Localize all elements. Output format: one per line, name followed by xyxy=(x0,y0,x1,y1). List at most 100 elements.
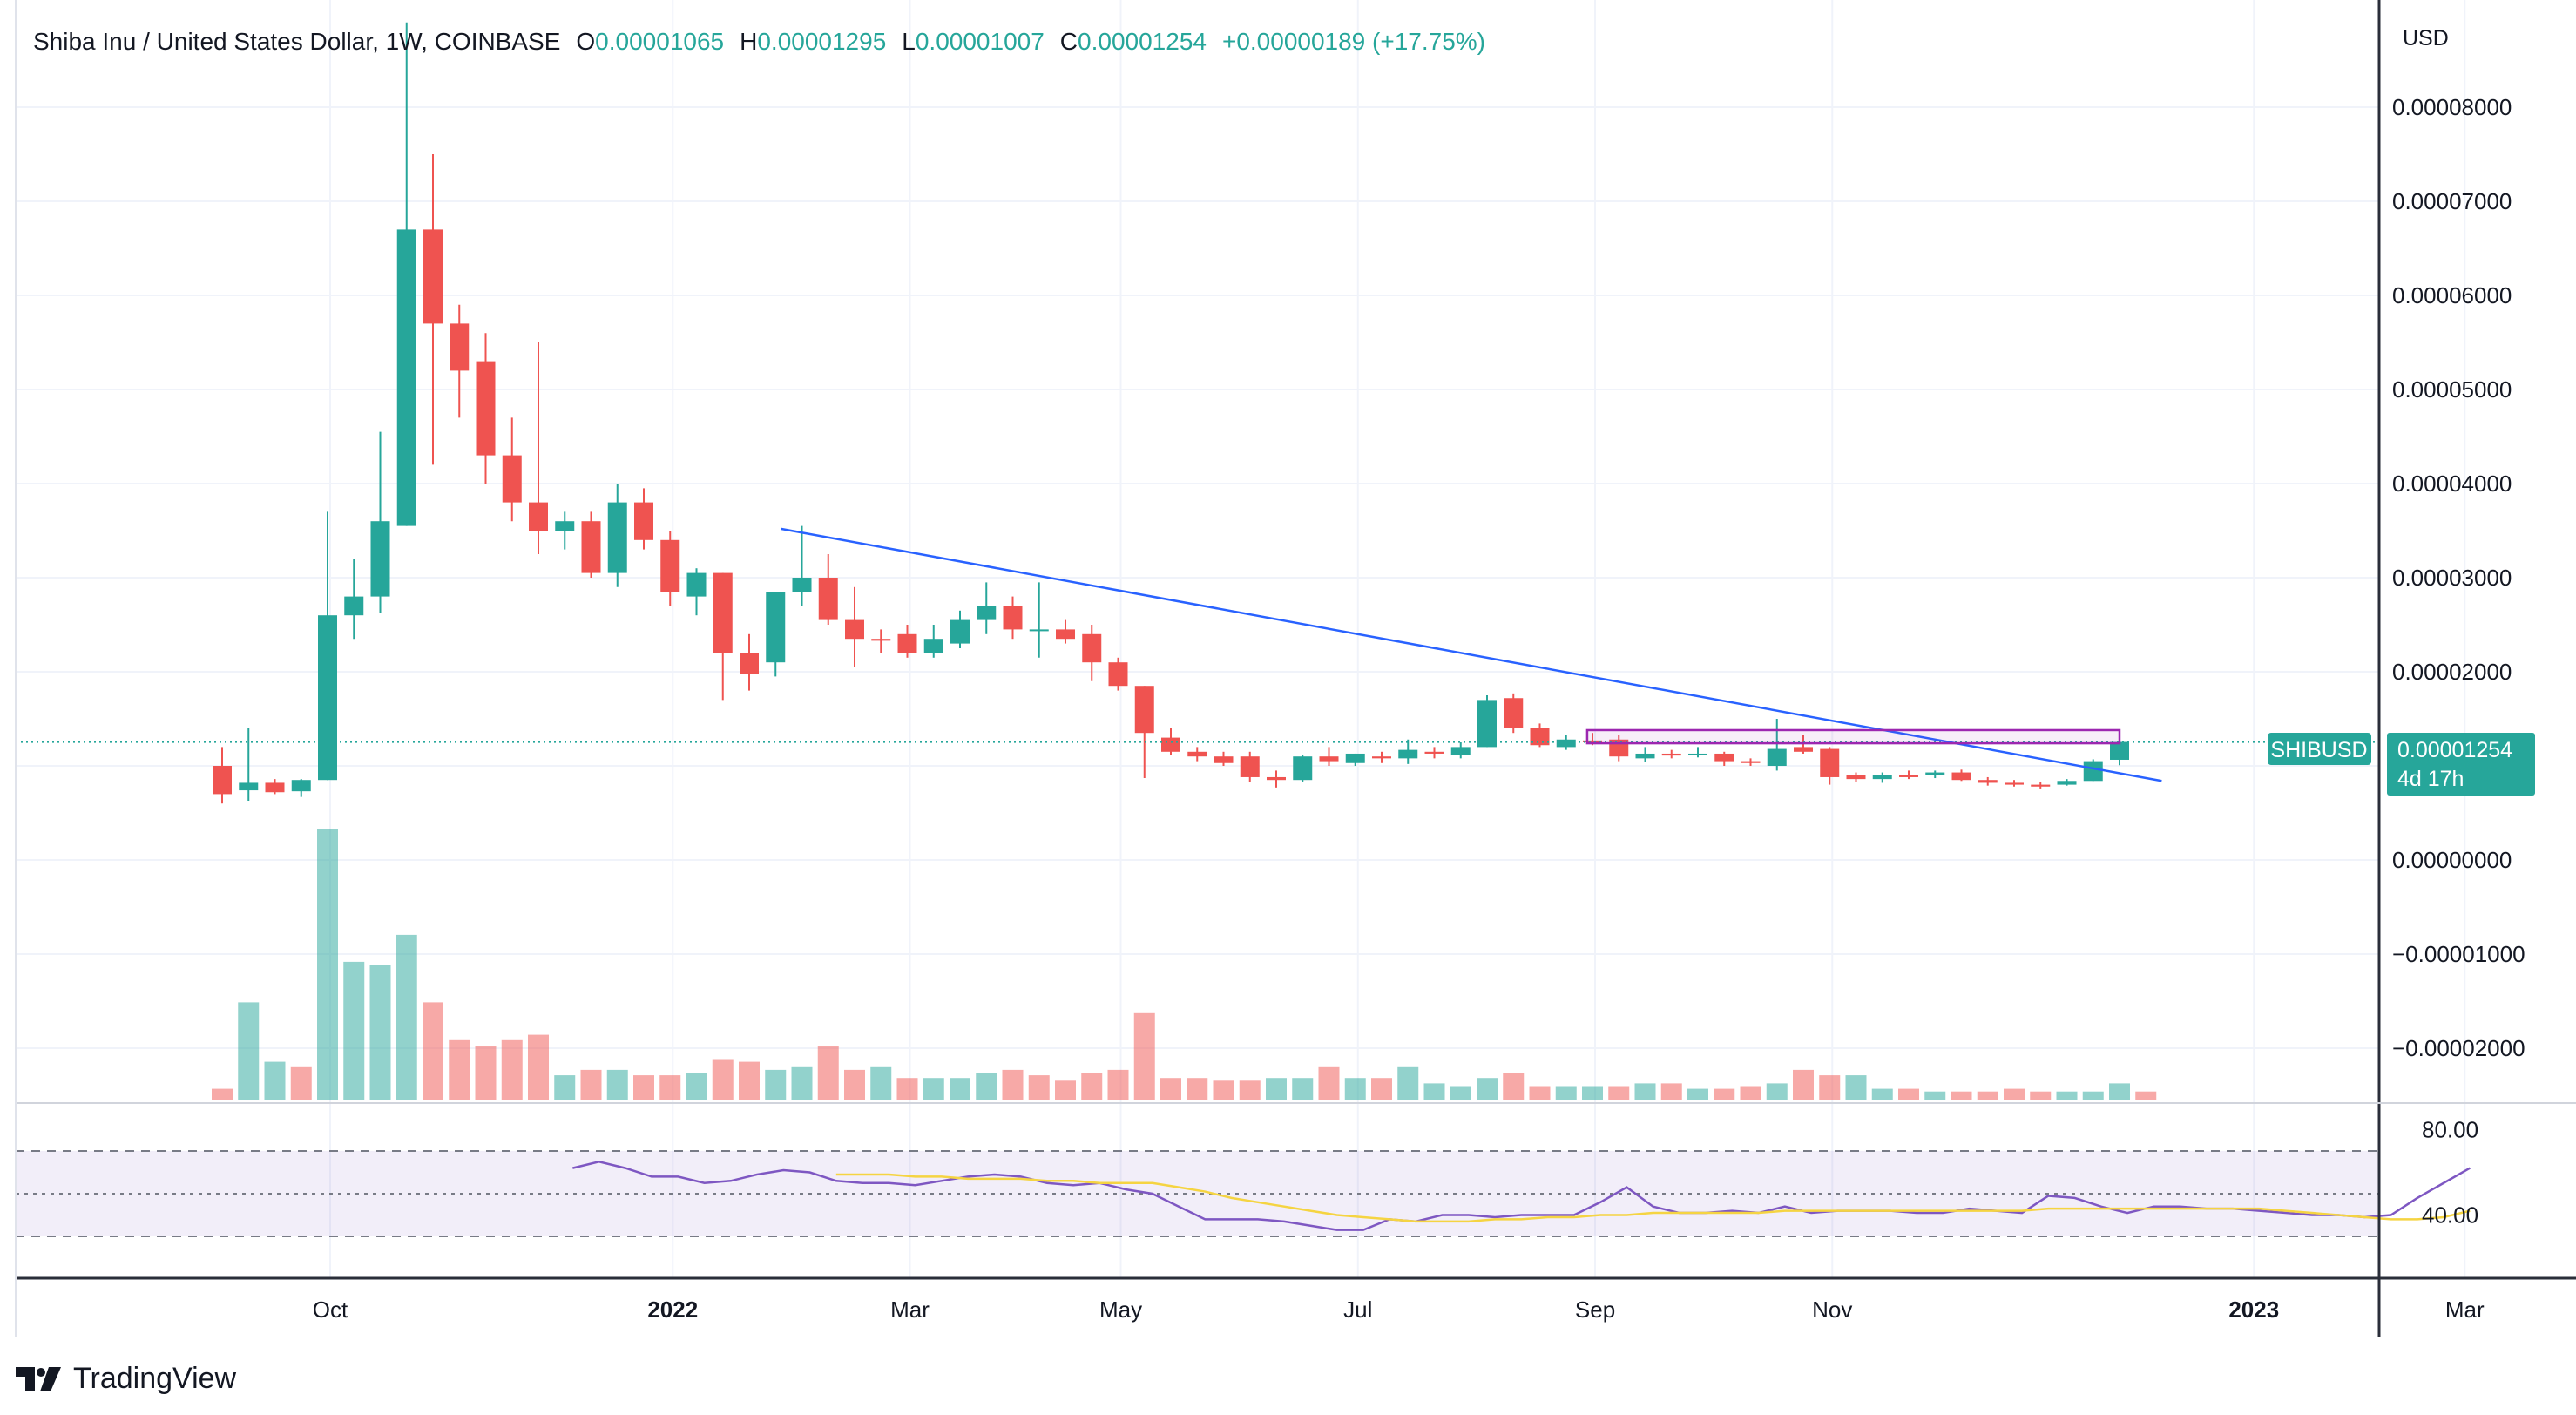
volume-bar xyxy=(1660,1083,1682,1100)
candle-body xyxy=(502,455,522,503)
candle-body xyxy=(1424,751,1444,754)
volume-bar xyxy=(686,1073,707,1100)
candle-body xyxy=(1214,756,1234,763)
volume-bar xyxy=(1081,1073,1103,1100)
candle-body xyxy=(2110,741,2129,760)
price-tag-symbol-box xyxy=(2268,733,2371,765)
candle-body xyxy=(1794,747,1813,752)
x-tick-label: Sep xyxy=(1575,1297,1615,1323)
volume-bar xyxy=(1213,1080,1234,1100)
legend-symbol[interactable]: Shiba Inu / United States Dollar, 1W, CO… xyxy=(33,28,561,55)
legend-open-value: 0.00001065 xyxy=(595,28,725,55)
price-tag-value: 0.00001254 xyxy=(2397,738,2512,762)
volume-bar xyxy=(633,1075,654,1100)
volume-bar xyxy=(1187,1078,1208,1100)
volume-bar xyxy=(976,1073,997,1100)
candle-body xyxy=(1767,748,1787,766)
volume-bar xyxy=(765,1069,787,1100)
candle-body xyxy=(1661,753,1681,756)
x-tick-label: Nov xyxy=(1812,1297,1852,1323)
candle-body xyxy=(2083,761,2103,782)
candle-body xyxy=(370,521,390,597)
legend-high-label: H xyxy=(740,28,758,55)
volume-bar xyxy=(659,1075,681,1100)
candle-body xyxy=(2031,784,2051,787)
y-tick-label: 0.00000000 xyxy=(2392,847,2512,873)
volume-bar xyxy=(212,1088,233,1100)
volume-bar xyxy=(1002,1069,1024,1100)
x-tick-label: May xyxy=(1099,1297,1142,1323)
volume-bar xyxy=(739,1061,760,1100)
volume-bar xyxy=(580,1069,602,1100)
volume-bar xyxy=(396,934,417,1100)
candle-body xyxy=(1714,753,1734,762)
price-tag-box xyxy=(2387,733,2535,796)
volume-bar xyxy=(1740,1086,1761,1100)
volume-bar xyxy=(238,1002,260,1100)
volume-bar xyxy=(1819,1075,1841,1100)
candle-body xyxy=(1978,780,1998,783)
candle-body xyxy=(1925,772,1945,775)
volume-bar xyxy=(2135,1091,2157,1100)
trendline xyxy=(781,527,2162,782)
volume-bar xyxy=(1951,1091,1972,1100)
candle-body xyxy=(529,502,548,531)
candle-body xyxy=(1319,756,1339,762)
candle-body xyxy=(265,782,285,793)
candle-body xyxy=(1161,737,1180,752)
volume-bar xyxy=(1634,1083,1656,1100)
candles xyxy=(213,22,2129,804)
volume-bar xyxy=(712,1059,734,1100)
candle-body xyxy=(1267,776,1286,781)
legend-low-value: 0.00001007 xyxy=(915,28,1045,55)
volume-bar xyxy=(2056,1091,2078,1100)
volume-bar xyxy=(1371,1078,1392,1100)
candle-body xyxy=(977,606,997,620)
drawings xyxy=(16,527,2379,782)
x-tick-label: Mar xyxy=(2445,1297,2485,1323)
candle-body xyxy=(923,639,943,653)
candle-body xyxy=(1082,633,1102,663)
rsi-band xyxy=(16,1151,2379,1236)
volume-bar xyxy=(1266,1078,1287,1100)
volume-bar xyxy=(1239,1080,1261,1100)
volume-bar xyxy=(2082,1091,2104,1100)
last-price-tag[interactable]: SHIBUSD 0.00001254 4d 17h xyxy=(2268,733,2535,796)
candle-body xyxy=(581,521,601,573)
candle-body xyxy=(423,229,443,324)
volume-bar xyxy=(2030,1091,2052,1100)
volume-bar xyxy=(2109,1083,2130,1100)
volume-bar xyxy=(369,965,391,1100)
candle-body xyxy=(2057,781,2077,785)
y-tick-label: 0.00006000 xyxy=(2392,282,2512,308)
candle-body xyxy=(1899,775,1918,777)
x-tick-label: 2023 xyxy=(2228,1297,2279,1323)
candle-body xyxy=(239,782,259,791)
volume-bar xyxy=(1687,1088,1708,1100)
candle-body xyxy=(344,596,364,616)
volume-bar xyxy=(1450,1086,1471,1100)
tradingview-brand[interactable]: TradingView xyxy=(16,1362,236,1396)
candle-body xyxy=(1556,739,1576,748)
volume-bar xyxy=(501,1039,523,1100)
candle-body xyxy=(213,766,232,795)
x-tick-label: Oct xyxy=(313,1297,348,1323)
legend-close-value: 0.00001254 xyxy=(1078,28,1207,55)
candle-body xyxy=(871,639,891,641)
volume-bar xyxy=(343,961,365,1100)
volume-bar xyxy=(1397,1066,1419,1100)
legend-high-value: 0.00001295 xyxy=(757,28,887,55)
y-tick-label: 0.00004000 xyxy=(2392,471,2512,497)
candle-body xyxy=(1530,728,1550,746)
volume-bar xyxy=(1766,1083,1788,1100)
volume-bar xyxy=(606,1069,628,1100)
y-tick-label: 0.00002000 xyxy=(2392,659,2512,685)
volume-bar xyxy=(1924,1091,1946,1100)
volume-bar xyxy=(1529,1086,1551,1100)
candle-body xyxy=(1450,747,1471,755)
price-tag-countdown: 4d 17h xyxy=(2397,767,2464,791)
volume-bar xyxy=(844,1069,865,1100)
candle-body xyxy=(1003,606,1023,630)
range-box xyxy=(1585,728,2121,745)
